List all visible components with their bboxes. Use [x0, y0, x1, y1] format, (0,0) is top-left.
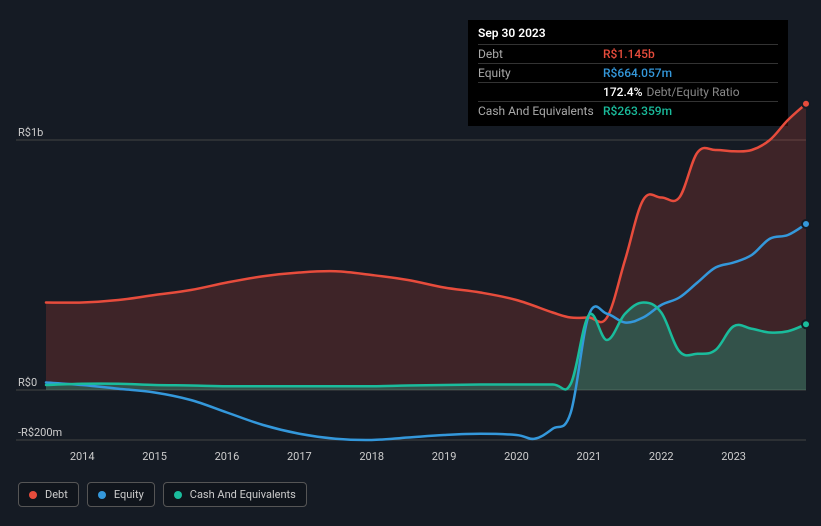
x-axis-tick-label: 2014	[70, 450, 95, 463]
x-axis-tick-label: 2018	[359, 450, 384, 463]
legend-item-label: Debt	[45, 488, 68, 501]
legend-dot-icon	[174, 491, 182, 499]
y-axis-tick-label: R$0	[18, 376, 37, 389]
legend-item[interactable]: Debt	[18, 482, 79, 507]
legend-item-label: Equity	[114, 488, 144, 501]
y-axis-tick-label: -R$200m	[18, 426, 62, 439]
x-axis-tick-label: 2016	[215, 450, 240, 463]
x-axis-tick-label: 2021	[576, 450, 601, 463]
x-axis-tick-label: 2023	[721, 450, 746, 463]
debt-equity-chart	[0, 0, 821, 526]
legend-item[interactable]: Cash And Equivalents	[163, 482, 307, 507]
legend-item-label: Cash And Equivalents	[190, 488, 296, 501]
x-axis-tick-label: 2020	[504, 450, 529, 463]
x-axis-tick-label: 2019	[432, 450, 457, 463]
legend-dot-icon	[98, 491, 106, 499]
legend-item[interactable]: Equity	[87, 482, 155, 507]
x-axis-tick-label: 2022	[649, 450, 674, 463]
x-axis-tick-label: 2017	[287, 450, 312, 463]
legend-dot-icon	[29, 491, 37, 499]
x-axis-tick-label: 2015	[142, 450, 167, 463]
y-axis-tick-label: R$1b	[18, 126, 43, 139]
chart-legend: Debt Equity Cash And Equivalents	[18, 482, 307, 507]
